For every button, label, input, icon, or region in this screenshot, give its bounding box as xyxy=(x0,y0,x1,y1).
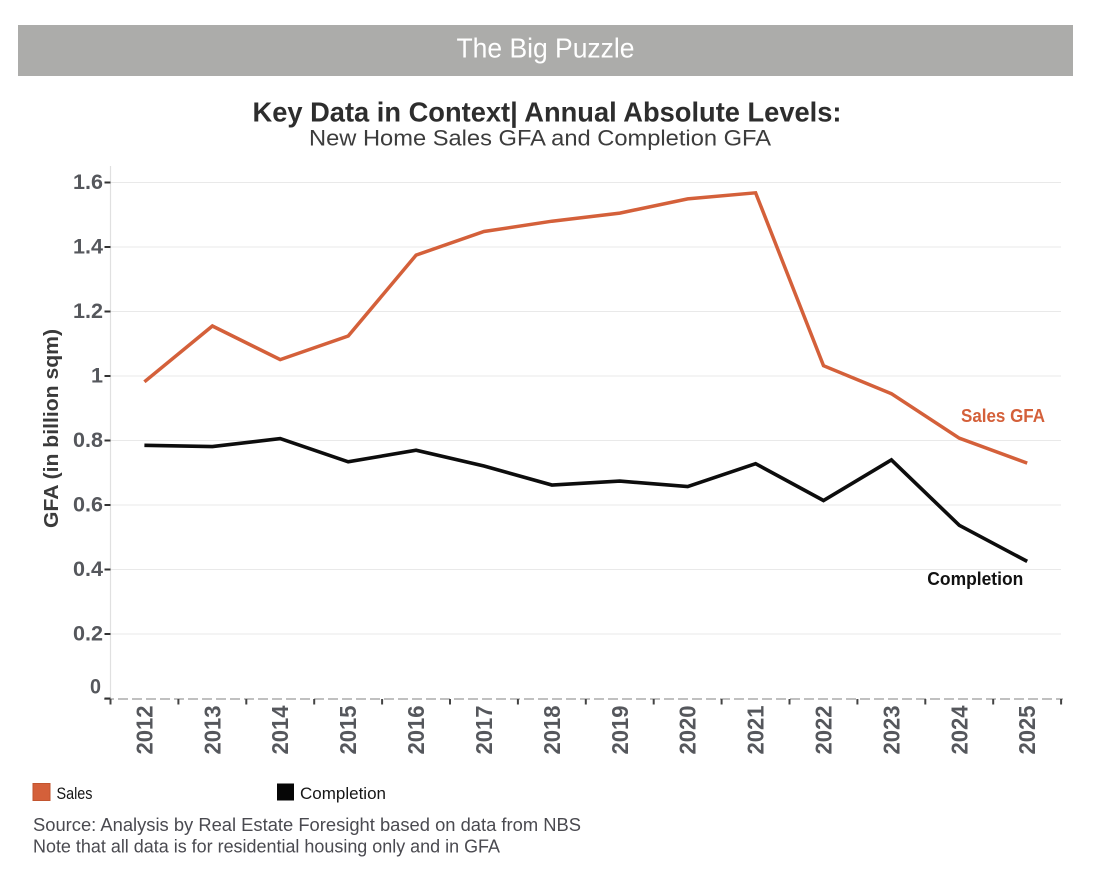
svg-text:2020: 2020 xyxy=(675,706,701,755)
svg-text:1.2: 1.2 xyxy=(73,300,103,323)
svg-text:Source: Analysis by Real Estat: Source: Analysis by Real Estate Foresigh… xyxy=(33,815,581,835)
svg-text:1.4: 1.4 xyxy=(73,236,103,259)
svg-text:The Big Puzzle: The Big Puzzle xyxy=(457,33,635,64)
svg-text:2015: 2015 xyxy=(335,705,361,754)
svg-text:0.4: 0.4 xyxy=(73,558,103,581)
svg-text:2022: 2022 xyxy=(811,706,837,755)
svg-text:2012: 2012 xyxy=(131,706,157,755)
svg-text:0.8: 0.8 xyxy=(73,429,103,452)
svg-text:2016: 2016 xyxy=(403,706,429,755)
svg-text:Key Data in Context| Annual Ab: Key Data in Context| Annual Absolute Lev… xyxy=(253,97,842,128)
svg-text:GFA (in billion sqm): GFA (in billion sqm) xyxy=(41,329,63,528)
svg-text:1: 1 xyxy=(91,365,103,388)
svg-text:0.6: 0.6 xyxy=(73,494,103,517)
svg-text:Note that all data is for resi: Note that all data is for residential ho… xyxy=(33,837,500,857)
svg-text:Sales: Sales xyxy=(57,785,93,803)
svg-text:2021: 2021 xyxy=(743,705,769,754)
svg-text:Sales GFA: Sales GFA xyxy=(961,406,1045,426)
svg-text:Completion: Completion xyxy=(927,569,1023,589)
svg-text:0.2: 0.2 xyxy=(73,623,103,646)
svg-text:Completion: Completion xyxy=(300,785,386,803)
svg-text:2013: 2013 xyxy=(199,706,225,755)
svg-text:2025: 2025 xyxy=(1014,705,1040,754)
svg-text:2014: 2014 xyxy=(267,705,293,754)
svg-text:2017: 2017 xyxy=(471,706,497,755)
svg-text:2019: 2019 xyxy=(607,706,633,755)
svg-text:2024: 2024 xyxy=(946,705,972,754)
svg-text:0: 0 xyxy=(90,676,101,699)
svg-text:2018: 2018 xyxy=(539,705,565,754)
svg-text:2023: 2023 xyxy=(878,706,904,755)
svg-text:New Home Sales GFA and Complet: New Home Sales GFA and Completion GFA xyxy=(309,126,771,151)
svg-text:1.6: 1.6 xyxy=(73,171,103,194)
